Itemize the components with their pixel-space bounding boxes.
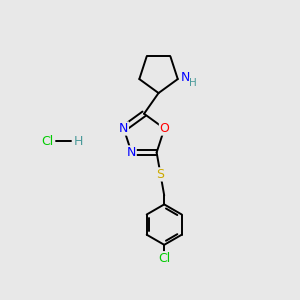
Text: H: H [189,78,197,88]
Text: H: H [74,135,83,148]
Text: Cl: Cl [41,135,54,148]
Text: Cl: Cl [158,252,170,265]
Text: S: S [157,168,164,181]
Text: N: N [181,71,190,84]
Text: N: N [119,122,128,135]
Text: N: N [127,146,136,159]
Text: O: O [160,122,169,135]
